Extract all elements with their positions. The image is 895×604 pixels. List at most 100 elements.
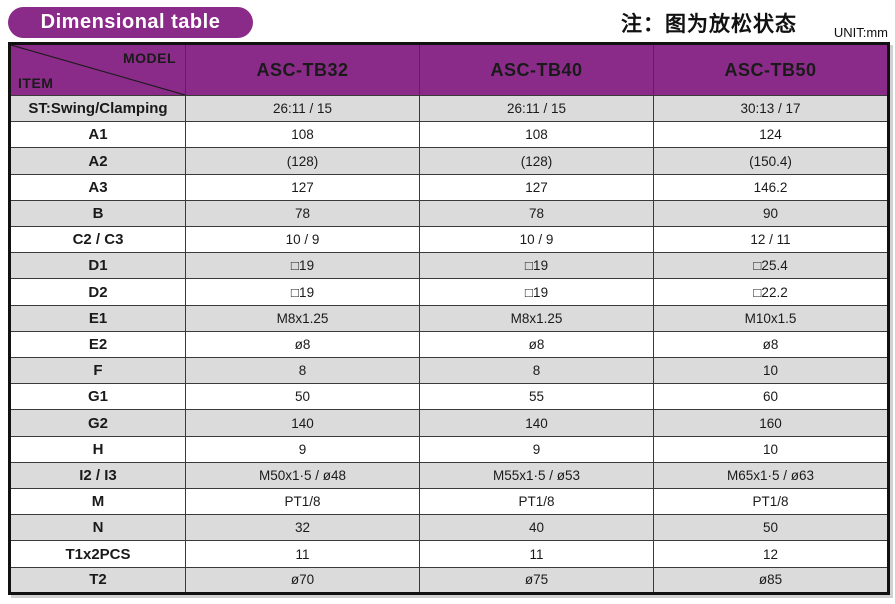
row-value: 26:11 / 15 (185, 94, 420, 123)
row-value: M8x1.25 (185, 304, 420, 332)
row-value: 50 (653, 514, 889, 542)
row-value: 12 (653, 540, 889, 568)
row-value: PT1/8 (185, 488, 420, 516)
table-row: I2 / I3 M50x1·5 / ø48 M55x1·5 / ø53 M65x1·5… (9, 461, 889, 490)
table-row: T1x2PCS 11 11 12 (9, 540, 889, 568)
table-row: ST:Swing/Clamping 26:11 / 15 26:11 / 15 30:… (9, 94, 889, 123)
row-value: (150.4) (653, 147, 889, 175)
header-row: MODEL ITEM ASC-TB32 ASC-TB40 ASC-TB50 (9, 43, 889, 96)
row-value: □19 (185, 252, 420, 280)
row-value: 8 (419, 357, 654, 385)
row-label: A1 (9, 121, 186, 149)
note-text: 注：图为放松状态 (621, 13, 797, 36)
row-label: I2 / I3 (9, 461, 186, 490)
row-value: 146.2 (653, 173, 889, 201)
unit-label: UNIT:mm (833, 25, 888, 40)
row-value: 12 / 11 (653, 226, 889, 254)
row-value: 10 (653, 435, 889, 463)
page-title: Dimensional table (40, 11, 221, 33)
table-row: D1 □19 □19 □25.4 (9, 252, 889, 280)
table-row: N 32 40 50 (9, 514, 889, 542)
row-value: M10x1.5 (653, 304, 889, 332)
title-badge: Dimensional table (8, 7, 253, 38)
row-value: M8x1.25 (419, 304, 654, 332)
row-value: ø85 (653, 566, 889, 595)
row-value: 90 (653, 199, 889, 228)
row-value: 140 (185, 409, 420, 437)
row-label: T1x2PCS (9, 540, 186, 568)
row-value: 127 (185, 173, 420, 201)
row-value: 78 (185, 199, 420, 228)
row-value: (128) (185, 147, 420, 175)
column-header-asc-tb40: ASC-TB40 (419, 43, 654, 96)
row-value: ø8 (419, 330, 654, 359)
table-row: G2 140 140 160 (9, 409, 889, 437)
diagonal-divider (11, 45, 185, 95)
row-value: 11 (185, 540, 420, 568)
row-value: ø8 (185, 330, 420, 359)
row-value: (128) (419, 147, 654, 175)
row-label: E1 (9, 304, 186, 332)
row-value: 60 (653, 383, 889, 411)
row-value: 32 (185, 514, 420, 542)
row-value: 30:13 / 17 (653, 94, 889, 123)
table-row: M PT1/8 PT1/8 PT1/8 (9, 488, 889, 516)
corner-item-label: ITEM (18, 75, 54, 91)
table-row: E2 ø8 ø8 ø8 (9, 330, 889, 359)
row-label: ST:Swing/Clamping (9, 94, 186, 123)
row-label: A3 (9, 173, 186, 201)
row-label: T2 (9, 566, 186, 595)
row-value: 10 (653, 357, 889, 385)
table-row: F 8 8 10 (9, 357, 889, 385)
row-label: E2 (9, 330, 186, 359)
row-value: □25.4 (653, 252, 889, 280)
row-label: D1 (9, 252, 186, 280)
row-value: 127 (419, 173, 654, 201)
table-row: D2 □19 □19 □22.2 (9, 278, 889, 306)
row-value: ø75 (419, 566, 654, 595)
row-value: 26:11 / 15 (419, 94, 654, 123)
table-row: A1 108 108 124 (9, 121, 889, 149)
row-value: 108 (419, 121, 654, 149)
row-value: □19 (185, 278, 420, 306)
row-label: H (9, 435, 186, 463)
table-row: T2 ø70 ø75 ø85 (9, 566, 889, 595)
row-value: 10 / 9 (419, 226, 654, 254)
row-label: M (9, 488, 186, 516)
row-label: G2 (9, 409, 186, 437)
row-label: D2 (9, 278, 186, 306)
row-value: □19 (419, 278, 654, 306)
row-value: ø8 (653, 330, 889, 359)
table-row: E1 M8x1.25 M8x1.25 M10x1.5 (9, 304, 889, 332)
dimensional-table: MODEL ITEM ASC-TB32 ASC-TB40 ASC-TB50 ST… (8, 42, 890, 595)
table-body: ST:Swing/Clamping 26:11 / 15 26:11 / 15 30:… (9, 94, 889, 595)
row-value: 50 (185, 383, 420, 411)
row-value: 11 (419, 540, 654, 568)
row-label: C2 / C3 (9, 226, 186, 254)
row-value: M65x1·5 / ø63 (653, 461, 889, 490)
row-value: 9 (185, 435, 420, 463)
row-value: 140 (419, 409, 654, 437)
row-value: □22.2 (653, 278, 889, 306)
row-value: 10 / 9 (185, 226, 420, 254)
row-value: □19 (419, 252, 654, 280)
row-value: ø70 (185, 566, 420, 595)
row-value: M55x1·5 / ø53 (419, 461, 654, 490)
corner-model-label: MODEL (122, 50, 176, 66)
row-value: 40 (419, 514, 654, 542)
row-label: G1 (9, 383, 186, 411)
row-value: 55 (419, 383, 654, 411)
row-value: 8 (185, 357, 420, 385)
table-row: G1 50 55 60 (9, 383, 889, 411)
table-row: A2 (128) (128) (150.4) (9, 147, 889, 175)
row-label: A2 (9, 147, 186, 175)
corner-cell: MODEL ITEM (9, 43, 186, 96)
row-label: N (9, 514, 186, 542)
row-label: B (9, 199, 186, 228)
row-value: 78 (419, 199, 654, 228)
table-row: C2 / C3 10 / 9 10 / 9 12 / 11 (9, 226, 889, 254)
table-row: B 78 78 90 (9, 199, 889, 228)
row-value: PT1/8 (419, 488, 654, 516)
row-value: PT1/8 (653, 488, 889, 516)
column-header-asc-tb32: ASC-TB32 (185, 43, 420, 96)
